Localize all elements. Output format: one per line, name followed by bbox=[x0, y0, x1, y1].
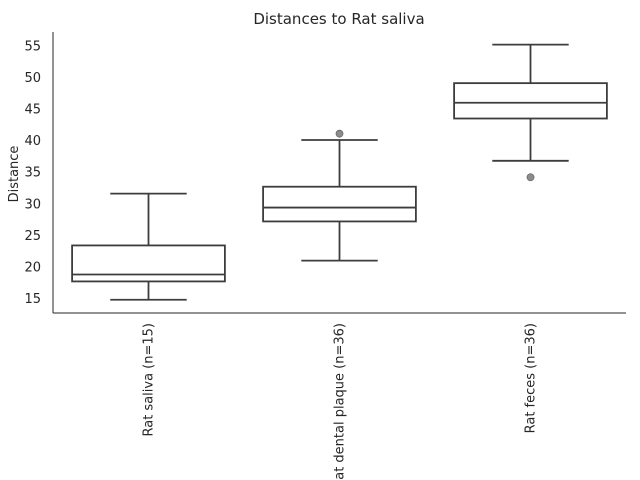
y-tick-label: 15 bbox=[24, 292, 41, 307]
y-tick-label: 55 bbox=[24, 39, 41, 54]
x-tick-label: Rat dental plaque (n=36) bbox=[333, 323, 348, 480]
y-ticks: 15 20 25 30 35 40 45 50 55 bbox=[24, 39, 41, 307]
y-tick-label: 35 bbox=[24, 166, 41, 181]
y-tick-label: 25 bbox=[24, 229, 41, 244]
y-tick-label: 30 bbox=[24, 197, 41, 212]
axes bbox=[52, 32, 626, 314]
y-tick-label: 50 bbox=[24, 71, 41, 86]
outlier-point bbox=[526, 173, 535, 182]
x-tick-label: Rat saliva (n=15) bbox=[142, 323, 157, 437]
boxes bbox=[71, 43, 608, 301]
box-group bbox=[453, 43, 608, 182]
box-group bbox=[71, 192, 226, 301]
chart-title: Distances to Rat saliva bbox=[253, 10, 424, 28]
x-tick-labels: Rat saliva (n=15) Rat dental plaque (n=36… bbox=[142, 323, 539, 480]
y-tick-label: 45 bbox=[24, 103, 41, 118]
outlier-point bbox=[335, 129, 344, 138]
iqr-box bbox=[71, 244, 226, 283]
y-tick-label: 40 bbox=[24, 134, 41, 149]
y-axis-label: Distance bbox=[7, 146, 22, 203]
iqr-box bbox=[453, 82, 608, 120]
iqr-box bbox=[262, 185, 417, 223]
x-tick-label: Rat feces (n=36) bbox=[524, 323, 539, 433]
box-group bbox=[262, 129, 417, 262]
y-tick-label: 20 bbox=[24, 260, 41, 275]
